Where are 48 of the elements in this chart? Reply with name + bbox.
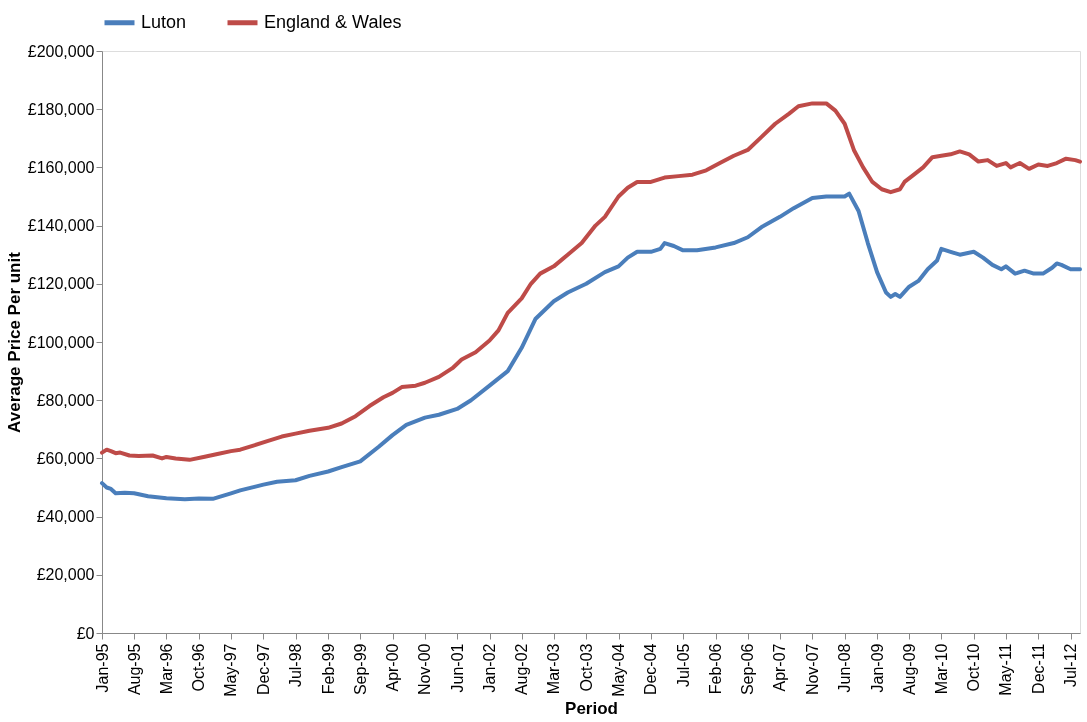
x-tick-label: Jan-09: [868, 643, 886, 693]
x-tick-label: Dec-11: [1029, 643, 1047, 694]
x-tick-label: Aug-95: [125, 643, 143, 696]
y-tick-label: £20,000: [36, 566, 95, 584]
x-tick-label: Sep-06: [739, 643, 757, 696]
y-tick-label: £60,000: [36, 449, 95, 467]
x-tick-label: Feb-06: [707, 643, 725, 695]
x-tick-label: Dec-97: [254, 643, 272, 696]
x-tick-label: Oct-10: [965, 643, 983, 692]
x-tick-label: Apr-07: [771, 643, 789, 692]
x-tick-label: Feb-99: [319, 643, 337, 695]
x-tick-label: May-04: [610, 643, 628, 697]
x-tick-label: Nov-07: [803, 643, 821, 696]
x-tick-label: Jun-01: [448, 643, 466, 693]
y-tick-label: £80,000: [36, 391, 95, 409]
x-tick-label: May-97: [222, 643, 240, 697]
legend-label: Luton: [141, 11, 187, 32]
y-tick-label: £140,000: [27, 217, 95, 235]
x-tick-label: Jan-95: [93, 643, 111, 693]
y-tick-label: £40,000: [36, 508, 95, 526]
y-tick-label: £0: [76, 624, 95, 642]
y-tick-label: £120,000: [27, 275, 95, 293]
y-tick-label: £180,000: [27, 100, 95, 118]
x-tick-label: Jun-08: [836, 643, 854, 693]
y-axis-title: Average Price Per unit: [4, 251, 24, 433]
x-tick-label: Oct-03: [577, 643, 595, 692]
y-tick-label: £160,000: [27, 158, 95, 176]
x-tick-label: Mar-03: [545, 643, 563, 695]
y-tick-label: £200,000: [27, 42, 95, 60]
x-tick-label: Dec-04: [642, 643, 660, 696]
x-tick-label: Aug-02: [513, 643, 531, 696]
x-tick-label: Jul-98: [287, 643, 305, 688]
x-tick-label: Jul-12: [1062, 643, 1080, 688]
x-tick-label: Jan-02: [481, 643, 499, 693]
y-tick-label: £100,000: [27, 333, 95, 351]
line-series: [100, 191, 1082, 502]
x-axis-title: Period: [565, 698, 618, 718]
x-tick-label: Mar-10: [932, 643, 950, 695]
x-tick-label: Nov-00: [416, 643, 434, 696]
x-tick-label: Apr-00: [384, 643, 402, 692]
x-tick-label: Jul-05: [674, 643, 692, 688]
legend-label: England & Wales: [264, 11, 402, 32]
x-tick-label: Aug-09: [900, 643, 918, 696]
x-tick-label: Sep-99: [351, 643, 369, 696]
x-tick-label: Mar-96: [157, 643, 175, 695]
line-series: [100, 101, 1082, 462]
x-tick-label: May-11: [997, 643, 1015, 696]
x-tick-label: Oct-96: [190, 643, 208, 692]
